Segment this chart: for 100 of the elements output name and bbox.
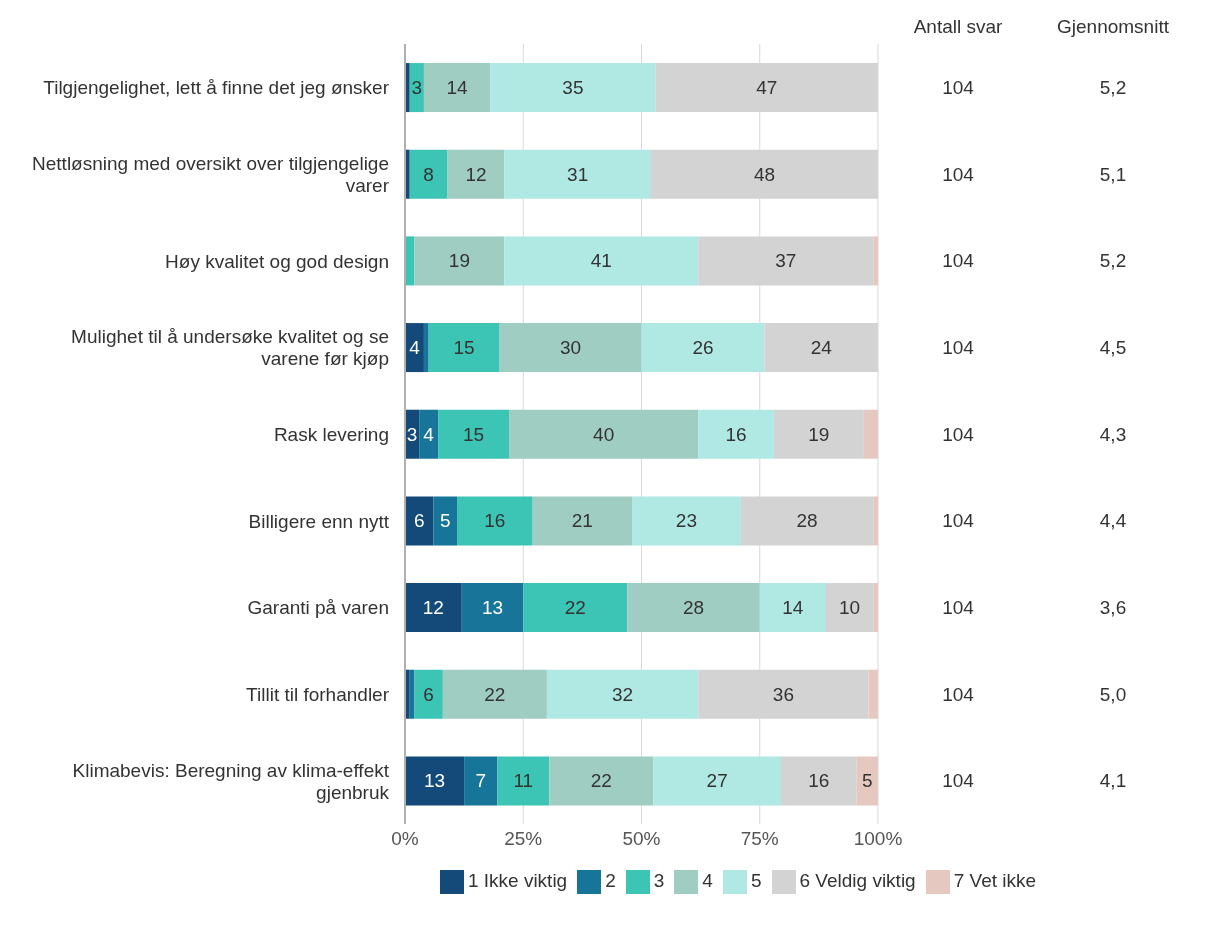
bar [405, 583, 462, 633]
y-tick-label: Garanti på varen [247, 596, 389, 618]
data-label: 30 [559, 337, 582, 359]
data-label: 3 [411, 77, 423, 99]
data-label: 16 [725, 423, 747, 445]
legend-label: 1 Ikke viktig [467, 870, 568, 891]
bar [461, 583, 524, 633]
x-tick-label: 0% [391, 828, 419, 850]
data-label: 12 [422, 597, 444, 619]
text: 4,3 [1099, 423, 1127, 445]
bar [457, 496, 533, 546]
data-label: 48 [753, 163, 776, 185]
data-label: 11 [513, 770, 534, 792]
data-label: 19 [808, 423, 830, 445]
data-label: 32 [612, 683, 634, 705]
text: 104 [942, 336, 975, 358]
bar [653, 756, 782, 806]
bar [627, 583, 760, 633]
text: 104 [942, 76, 975, 98]
legend-label: 6 Veldig viktig [799, 870, 916, 891]
bar [490, 63, 656, 113]
data-label: 28 [682, 597, 705, 619]
text: 104 [942, 163, 975, 185]
bar [428, 323, 500, 373]
data-label: 4 [423, 423, 435, 445]
bar [423, 323, 429, 373]
bar [433, 496, 458, 546]
bar [873, 496, 878, 546]
data-label: 16 [484, 510, 506, 532]
bar [414, 669, 443, 719]
bar [423, 63, 491, 113]
legend-label: 4 [702, 870, 713, 891]
y-tick-label: Nettløsning med oversikt over tilgjengelige varer [32, 152, 390, 196]
y-tick-label: Billigere enn nytt [248, 510, 390, 532]
bar [447, 149, 505, 199]
data-label: 16 [808, 770, 830, 792]
text: 104 [942, 683, 975, 705]
bar [497, 756, 550, 806]
text: 4,5 [1099, 336, 1127, 358]
bar [781, 756, 857, 806]
bar [509, 409, 699, 459]
text: Antall svar [913, 15, 1004, 37]
data-label: 23 [675, 510, 698, 532]
bar [632, 496, 741, 546]
bar [504, 236, 699, 286]
data-label: 22 [564, 597, 586, 619]
bar [414, 236, 505, 286]
text: 4,4 [1099, 510, 1127, 532]
data-label: 22 [484, 683, 506, 705]
x-tick-label: 75% [740, 828, 779, 850]
y-tick-label: Tillit til forhandler [246, 683, 390, 705]
bar [504, 149, 651, 199]
data-label: 6 [423, 683, 434, 705]
y-tick-label: Klimabevis: Beregning av klima-effekt gjenbruk [72, 759, 390, 803]
text: 3,6 [1099, 596, 1127, 618]
bar [856, 756, 878, 806]
data-label: 21 [571, 510, 593, 532]
data-label: 24 [810, 337, 833, 359]
text: 104 [942, 596, 975, 618]
text: 5,1 [1099, 163, 1127, 185]
data-label: 14 [446, 77, 469, 99]
text: 5,0 [1099, 683, 1127, 705]
bar [873, 236, 878, 286]
data-label: 5 [439, 510, 451, 532]
legend-label: 3 [653, 870, 665, 891]
text: 5,2 [1099, 76, 1127, 98]
bar [825, 583, 874, 633]
bar [698, 409, 774, 459]
data-label: 37 [775, 250, 797, 272]
bar [546, 669, 699, 719]
data-label: 3 [406, 423, 418, 445]
data-label: 27 [706, 770, 728, 792]
data-label: 28 [796, 510, 818, 532]
x-tick-label: 100% [853, 828, 903, 850]
bar [438, 409, 510, 459]
bar [464, 756, 498, 806]
legend-label: 5 [750, 870, 762, 891]
data-label: 35 [562, 77, 584, 99]
bar [419, 409, 439, 459]
data-label: 15 [453, 337, 475, 359]
bar [641, 323, 765, 373]
y-tick-label: Tilgjengelighet, lett å finne det jeg ønsker [43, 76, 390, 98]
data-label: 15 [463, 423, 485, 445]
bar [532, 496, 633, 546]
data-label: 36 [772, 683, 794, 705]
text: 5,2 [1099, 250, 1127, 272]
data-label: 5 [862, 770, 873, 792]
bar [549, 756, 654, 806]
data-label: 4 [409, 337, 421, 359]
bar [863, 409, 878, 459]
data-label: 47 [756, 77, 778, 99]
text: Gjennomsnitt [1057, 15, 1170, 37]
data-label: 13 [423, 770, 446, 792]
data-label: 40 [593, 423, 615, 445]
data-label: 22 [590, 770, 612, 792]
data-label: 41 [590, 250, 612, 272]
data-label: 13 [481, 597, 504, 619]
data-label: 19 [448, 250, 470, 272]
y-tick-label: Mulighet til å undersøke kvalitet og se varene før kjøp [71, 325, 389, 369]
data-label: 6 [413, 510, 425, 532]
